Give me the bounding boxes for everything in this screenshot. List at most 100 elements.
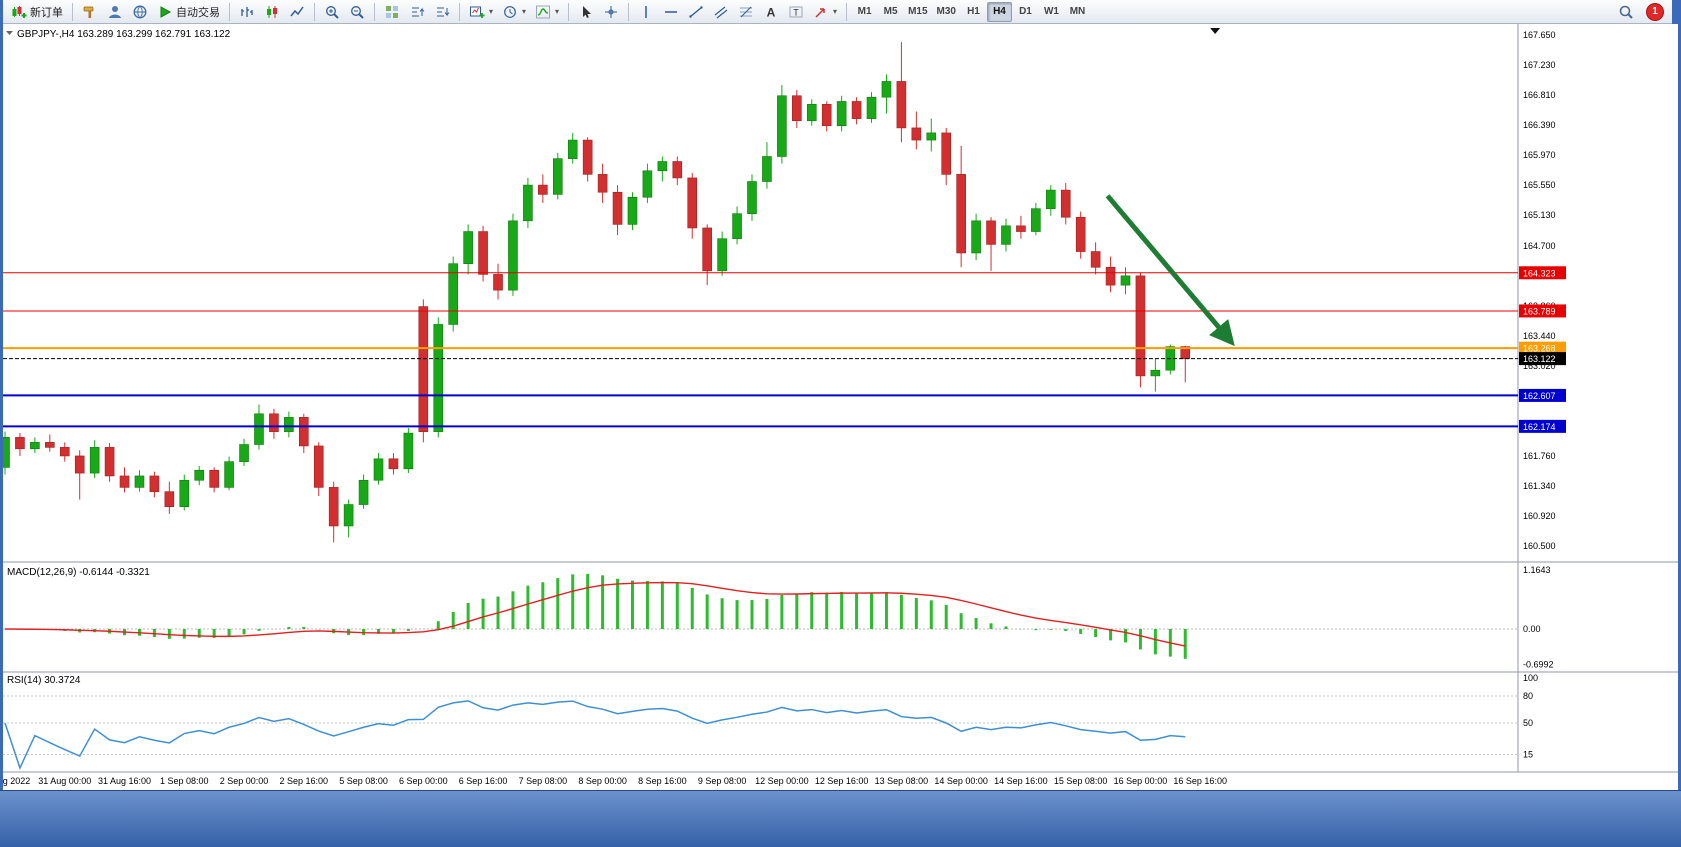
svg-text:161.340: 161.340: [1523, 481, 1556, 491]
vline-icon: [638, 4, 654, 20]
svg-text:7 Sep 08:00: 7 Sep 08:00: [519, 776, 568, 786]
chart-line-icon: [289, 4, 305, 20]
clock-icon: [502, 4, 518, 20]
arrange-up-button[interactable]: [405, 2, 429, 22]
svg-text:2 Sep 00:00: 2 Sep 00:00: [220, 776, 269, 786]
svg-text:165.970: 165.970: [1523, 150, 1556, 160]
channel-button[interactable]: [709, 2, 733, 22]
svg-text:163.440: 163.440: [1523, 331, 1556, 341]
svg-text:1 Sep 08:00: 1 Sep 08:00: [160, 776, 209, 786]
svg-text:163.122: 163.122: [1523, 354, 1556, 364]
trendline-button[interactable]: [684, 2, 708, 22]
market-button[interactable]: [103, 2, 127, 22]
window-bottom-bar: [0, 790, 1681, 847]
timeframe-m30[interactable]: M30: [933, 2, 960, 22]
timeframe-d1[interactable]: D1: [1013, 2, 1038, 22]
cursor-icon: [578, 4, 594, 20]
timeframe-h4[interactable]: H4: [986, 1, 1012, 22]
chevron-down-icon: ▾: [489, 7, 494, 16]
svg-text:8 Sep 16:00: 8 Sep 16:00: [638, 776, 687, 786]
svg-text:160.920: 160.920: [1523, 511, 1556, 521]
bar-marker-icon: [1210, 28, 1221, 34]
indicators-button[interactable]: ▾: [531, 2, 563, 22]
arrange-up-icon: [409, 4, 425, 20]
zoom-out-icon: [349, 4, 365, 20]
price-tag-162.174: [1519, 419, 1566, 433]
timeframe-m1[interactable]: M1: [852, 2, 877, 22]
indicator-axis: 1.1643 0.00 -0.6992 100 80 50 15: [1523, 565, 1554, 760]
svg-text:163.268: 163.268: [1523, 344, 1556, 354]
indicator-icon: [535, 4, 551, 20]
svg-text:166.390: 166.390: [1523, 120, 1556, 130]
shapes-button[interactable]: ▾: [809, 2, 841, 22]
timeframe-h1[interactable]: H1: [961, 2, 986, 22]
timeframe-mn[interactable]: MN: [1065, 2, 1090, 22]
zoom-in-button[interactable]: [320, 2, 344, 22]
new-chart-button[interactable]: ▾: [465, 2, 497, 22]
tile-windows-button[interactable]: [380, 2, 404, 22]
timeframe-m5[interactable]: M5: [878, 2, 903, 22]
chart-candles-icon: [264, 4, 280, 20]
horizontal-line-button[interactable]: [659, 2, 683, 22]
search-button[interactable]: [1614, 2, 1638, 22]
tile-icon: [384, 4, 400, 20]
tools-button[interactable]: [78, 2, 102, 22]
svg-text:165.550: 165.550: [1523, 180, 1556, 190]
arrange-down-button[interactable]: [430, 2, 454, 22]
toolbar-separator: [229, 2, 230, 21]
svg-text:T: T: [793, 7, 799, 17]
label-button[interactable]: T: [784, 2, 808, 22]
new-order-button[interactable]: 新订单: [7, 2, 67, 22]
time-axis: 30 Aug 2022 31 Aug 00:00 31 Aug 16:00 1 Sep…: [0, 776, 1227, 786]
rsi-panel: [4, 700, 1186, 771]
symbol-dropdown-icon[interactable]: [6, 31, 13, 35]
trendline-icon: [688, 4, 704, 20]
text-button[interactable]: A: [759, 2, 783, 22]
panel-separators: [3, 24, 1678, 773]
timeframe-m15[interactable]: M15: [904, 2, 931, 22]
svg-text:8 Sep 00:00: 8 Sep 00:00: [578, 776, 627, 786]
svg-text:5 Sep 08:00: 5 Sep 08:00: [339, 776, 388, 786]
macd-signal-line: [4, 581, 1186, 647]
toolbar: 新订单 自动交易 ▾ ▾ ▾ A T ▾ M1 M5 M15 M30 H1 H4 D1 W1 MN 1: [3, 0, 1672, 24]
svg-text:100: 100: [1523, 673, 1538, 683]
toolbar-separator: [314, 2, 315, 21]
community-button[interactable]: [128, 2, 152, 22]
svg-text:1.1643: 1.1643: [1523, 565, 1551, 575]
price-tag-163.268: [1519, 341, 1566, 355]
chart-plot[interactable]: [3, 24, 1678, 790]
symbol-ohlc-label: GBPJPY-,H4 163.289 163.299 162.791 163.1…: [17, 29, 231, 40]
svg-text:31 Aug 00:00: 31 Aug 00:00: [38, 776, 91, 786]
timeframe-w1[interactable]: W1: [1039, 2, 1064, 22]
chart-svg[interactable]: 167.650 167.230 166.810 166.390 165.970 165.5…: [0, 24, 1678, 790]
chart-area[interactable]: 167.650 167.230 166.810 166.390 165.970 165.5…: [0, 24, 1678, 790]
fibonacci-button[interactable]: [734, 2, 758, 22]
crosshair-button[interactable]: [599, 2, 623, 22]
cursor-button[interactable]: [574, 2, 598, 22]
symbol-label-group: GBPJPY-,H4 163.289 163.299 162.791 163.1…: [6, 29, 231, 40]
zoom-out-button[interactable]: [345, 2, 369, 22]
svg-text:167.650: 167.650: [1523, 30, 1556, 40]
hammer-icon: [82, 4, 98, 20]
new-order-button-label: 新订单: [30, 6, 63, 19]
svg-text:30 Aug 2022: 30 Aug 2022: [3, 776, 30, 786]
svg-text:162.174: 162.174: [1523, 422, 1556, 432]
svg-text:14 Sep 16:00: 14 Sep 16:00: [994, 776, 1048, 786]
svg-text:6 Sep 00:00: 6 Sep 00:00: [399, 776, 448, 786]
notification-badge[interactable]: 1: [1646, 2, 1664, 21]
crosshair-icon: [603, 4, 619, 20]
svg-text:2 Sep 16:00: 2 Sep 16:00: [280, 776, 329, 786]
profiles-button[interactable]: ▾: [498, 2, 530, 22]
bar-chart-button[interactable]: [235, 2, 259, 22]
trend-arrow[interactable]: [1105, 194, 1235, 347]
arrange-down-icon: [434, 4, 450, 20]
auto-trading-button[interactable]: 自动交易: [153, 2, 224, 22]
svg-text:164.700: 164.700: [1523, 241, 1556, 251]
candle-chart-button[interactable]: [260, 2, 284, 22]
vertical-line-button[interactable]: [634, 2, 658, 22]
line-chart-button[interactable]: [285, 2, 309, 22]
chart-bars-icon: [239, 4, 255, 20]
rsi-levels: [3, 695, 1518, 755]
label-t-icon: T: [788, 4, 804, 20]
